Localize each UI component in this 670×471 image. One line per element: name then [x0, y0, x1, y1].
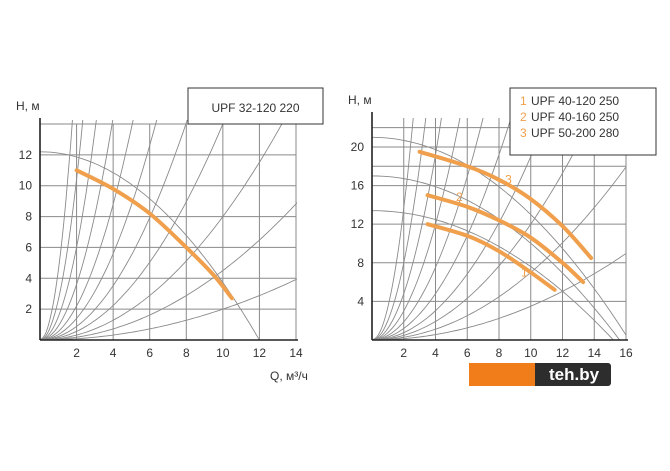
x-tick-label: 4	[432, 346, 439, 360]
chart-title: UPF 32-120 220	[211, 101, 299, 115]
legend-number: 2	[520, 110, 527, 124]
axes	[39, 118, 298, 341]
performance-curve-1	[74, 168, 234, 301]
system-curve	[372, 166, 626, 340]
iso-curve	[40, 151, 260, 340]
system-curve	[40, 120, 97, 340]
legend-number: 1	[520, 94, 527, 108]
y-tick-label: 10	[19, 179, 33, 193]
system-curve	[372, 118, 548, 340]
curve-number-label: 3	[505, 173, 512, 187]
tick-labels: 2 4 6 8 10 12 14 2 4 6 8 10 12	[19, 148, 303, 360]
iso-curve	[372, 136, 626, 336]
x-tick-label: 6	[464, 346, 471, 360]
y-tick-label: 4	[25, 271, 32, 285]
y-tick-label: 2	[25, 302, 32, 316]
system-curve	[372, 252, 626, 340]
system-curve	[372, 118, 484, 340]
y-axis-label: H, м	[16, 99, 40, 113]
system-curve	[372, 118, 442, 340]
x-tick-label: 14	[289, 346, 303, 360]
legend: UPF 32-120 220	[187, 87, 324, 125]
y-tick-label: 12	[351, 217, 365, 231]
system-curve	[372, 118, 427, 340]
curve-number-label: 2	[456, 190, 463, 204]
legend-entry: UPF 50-200 280	[531, 126, 619, 140]
system-curve	[40, 120, 134, 340]
x-tick-label: 12	[556, 346, 570, 360]
y-tick-label: 6	[25, 240, 32, 254]
x-tick-label: 2	[73, 346, 80, 360]
x-tick-label: 8	[183, 346, 190, 360]
system-curve	[40, 120, 225, 340]
performance-curve-3	[417, 149, 594, 260]
y-axis-label: H, м	[348, 93, 372, 107]
x-tick-label: 10	[524, 346, 538, 360]
system-curve	[40, 120, 188, 340]
x-tick-label: 6	[146, 346, 153, 360]
legend-entry: UPF 40-160 250	[531, 110, 619, 124]
system-curve	[40, 120, 114, 340]
performance-curves	[74, 168, 234, 301]
legend: 1 UPF 40-120 250 2 UPF 40-160 250 3 UPF 50-20…	[509, 87, 657, 156]
chart-upf-32-120: 2 4 6 8 10 12 14 2 4 6 8 10 12 H, м Q, м³/ч UPF 32-120 …	[16, 87, 324, 383]
system-curves	[372, 118, 626, 340]
legend-box	[187, 87, 324, 125]
x-tick-label: 2	[400, 346, 407, 360]
system-curve	[372, 118, 593, 340]
y-tick-label: 20	[351, 140, 365, 154]
y-tick-label: 12	[19, 148, 33, 162]
curve-number-label: 1	[521, 265, 528, 279]
iso-curve	[372, 210, 614, 340]
x-tick-label: 16	[619, 346, 633, 360]
y-tick-label: 8	[25, 210, 32, 224]
system-curve	[40, 120, 158, 340]
x-tick-label: 10	[216, 346, 230, 360]
system-curve	[372, 118, 461, 340]
y-tick-label: 8	[357, 256, 364, 270]
x-axis-label: Q, м³/ч	[270, 369, 308, 383]
x-tick-label: 8	[496, 346, 503, 360]
system-curve	[40, 120, 84, 340]
axes	[371, 112, 628, 341]
system-curve	[40, 278, 297, 340]
system-curve	[40, 120, 285, 340]
performance-curve-1	[425, 222, 557, 292]
brand-accent-bar	[469, 363, 539, 386]
system-curve	[372, 118, 414, 340]
x-tick-label: 4	[110, 346, 117, 360]
system-curve	[40, 202, 297, 340]
performance-curves: 1 2 3	[417, 149, 594, 292]
legend-number: 3	[520, 126, 527, 140]
legend-entry: UPF 40-120 250	[531, 94, 619, 108]
performance-curve-2	[425, 193, 586, 285]
brand-logo: teh.by	[469, 363, 612, 386]
x-tick-label: 12	[253, 346, 267, 360]
x-tick-label: 14	[588, 346, 602, 360]
system-curve	[372, 118, 512, 340]
legend-box	[509, 87, 657, 156]
brand-name: teh.by	[535, 363, 612, 386]
y-tick-label: 16	[351, 179, 365, 193]
system-curves	[40, 120, 297, 340]
y-tick-label: 4	[357, 294, 364, 308]
system-curve	[40, 120, 73, 340]
